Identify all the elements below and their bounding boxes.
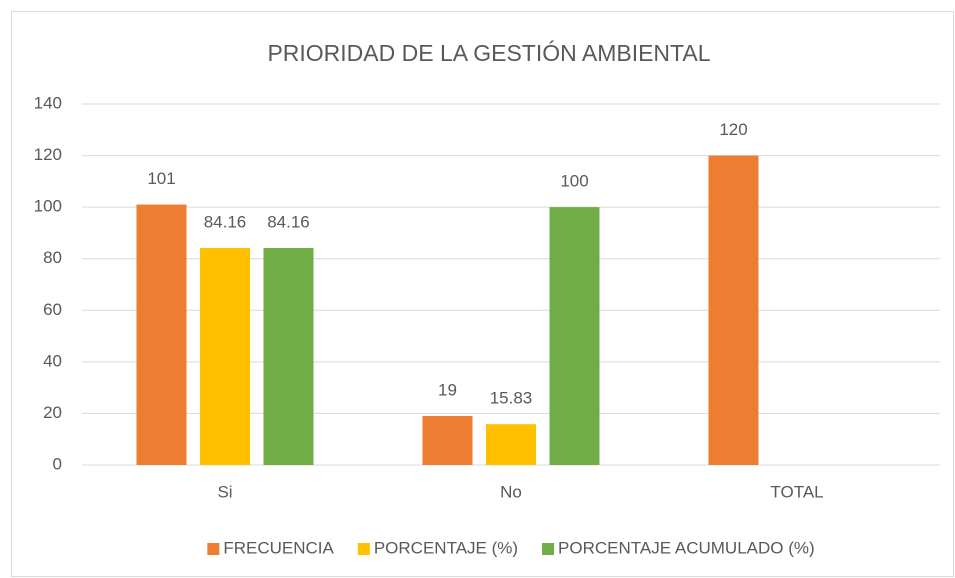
y-tick-label: 80 [43,248,62,267]
legend-label: FRECUENCIA [223,538,334,557]
data-label: 101 [147,169,175,188]
data-label: 100 [560,172,588,191]
x-tick-label: TOTAL [770,482,823,501]
legend-swatch [357,543,370,555]
y-tick-label: 40 [43,351,62,370]
bar [486,424,536,465]
bar [549,207,600,465]
y-tick-label: 0 [53,454,62,473]
bar [422,416,473,465]
bar [200,247,250,465]
y-tick-label: 120 [34,145,62,164]
data-label: 84.16 [204,212,247,231]
legend-label: PORCENTAJE ACUMULADO (%) [558,538,815,557]
bar [263,247,314,465]
x-tick-label: No [500,482,522,501]
chart-title: PRIORIDAD DE LA GESTIÓN AMBIENTAL [267,40,710,66]
y-tick-label: 60 [43,300,62,319]
y-tick-label: 140 [34,93,62,112]
legend-label: PORCENTAJE (%) [374,538,518,557]
data-label: 19 [438,380,457,399]
x-tick-label: Si [217,482,232,501]
data-label: 15.83 [490,389,533,408]
y-tick-label: 100 [34,197,62,216]
bar [708,155,759,466]
y-tick-label: 20 [43,403,62,422]
legend-swatch [542,543,555,555]
legend-swatch [207,543,220,555]
data-label: 84.16 [267,212,310,231]
bar [136,204,187,466]
data-label: 120 [719,120,747,139]
